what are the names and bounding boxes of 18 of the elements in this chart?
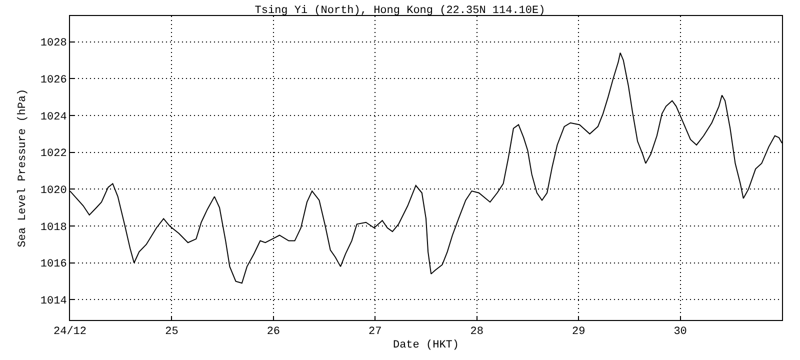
y-tick-label: 1016 [40,258,67,271]
y-axis-title: Sea Level Pressure (hPa) [17,88,30,248]
x-tick-label: 26 [266,326,280,338]
y-tick-label: 1014 [40,296,68,308]
y-tick-label: 1026 [40,74,67,86]
y-tick-label: 1028 [40,38,67,50]
x-tick-label: 25 [165,326,178,338]
x-tick-label: 29 [572,326,586,338]
chart-title: Tsing Yi (North), Hong Kong (22.35N 114.10E) [254,5,546,18]
y-tick-label: 1022 [40,148,67,160]
x-tick-label: 24/12 [53,326,87,338]
x-tick-label: 28 [470,326,484,338]
x-axis-title: Date (HKT) [392,339,460,352]
x-tick-label: 30 [674,326,687,338]
y-tick-label: 1018 [40,222,67,234]
x-tick-label: 27 [368,326,382,338]
y-tick-label: 1020 [40,185,67,198]
y-tick-label: 1024 [40,111,68,124]
